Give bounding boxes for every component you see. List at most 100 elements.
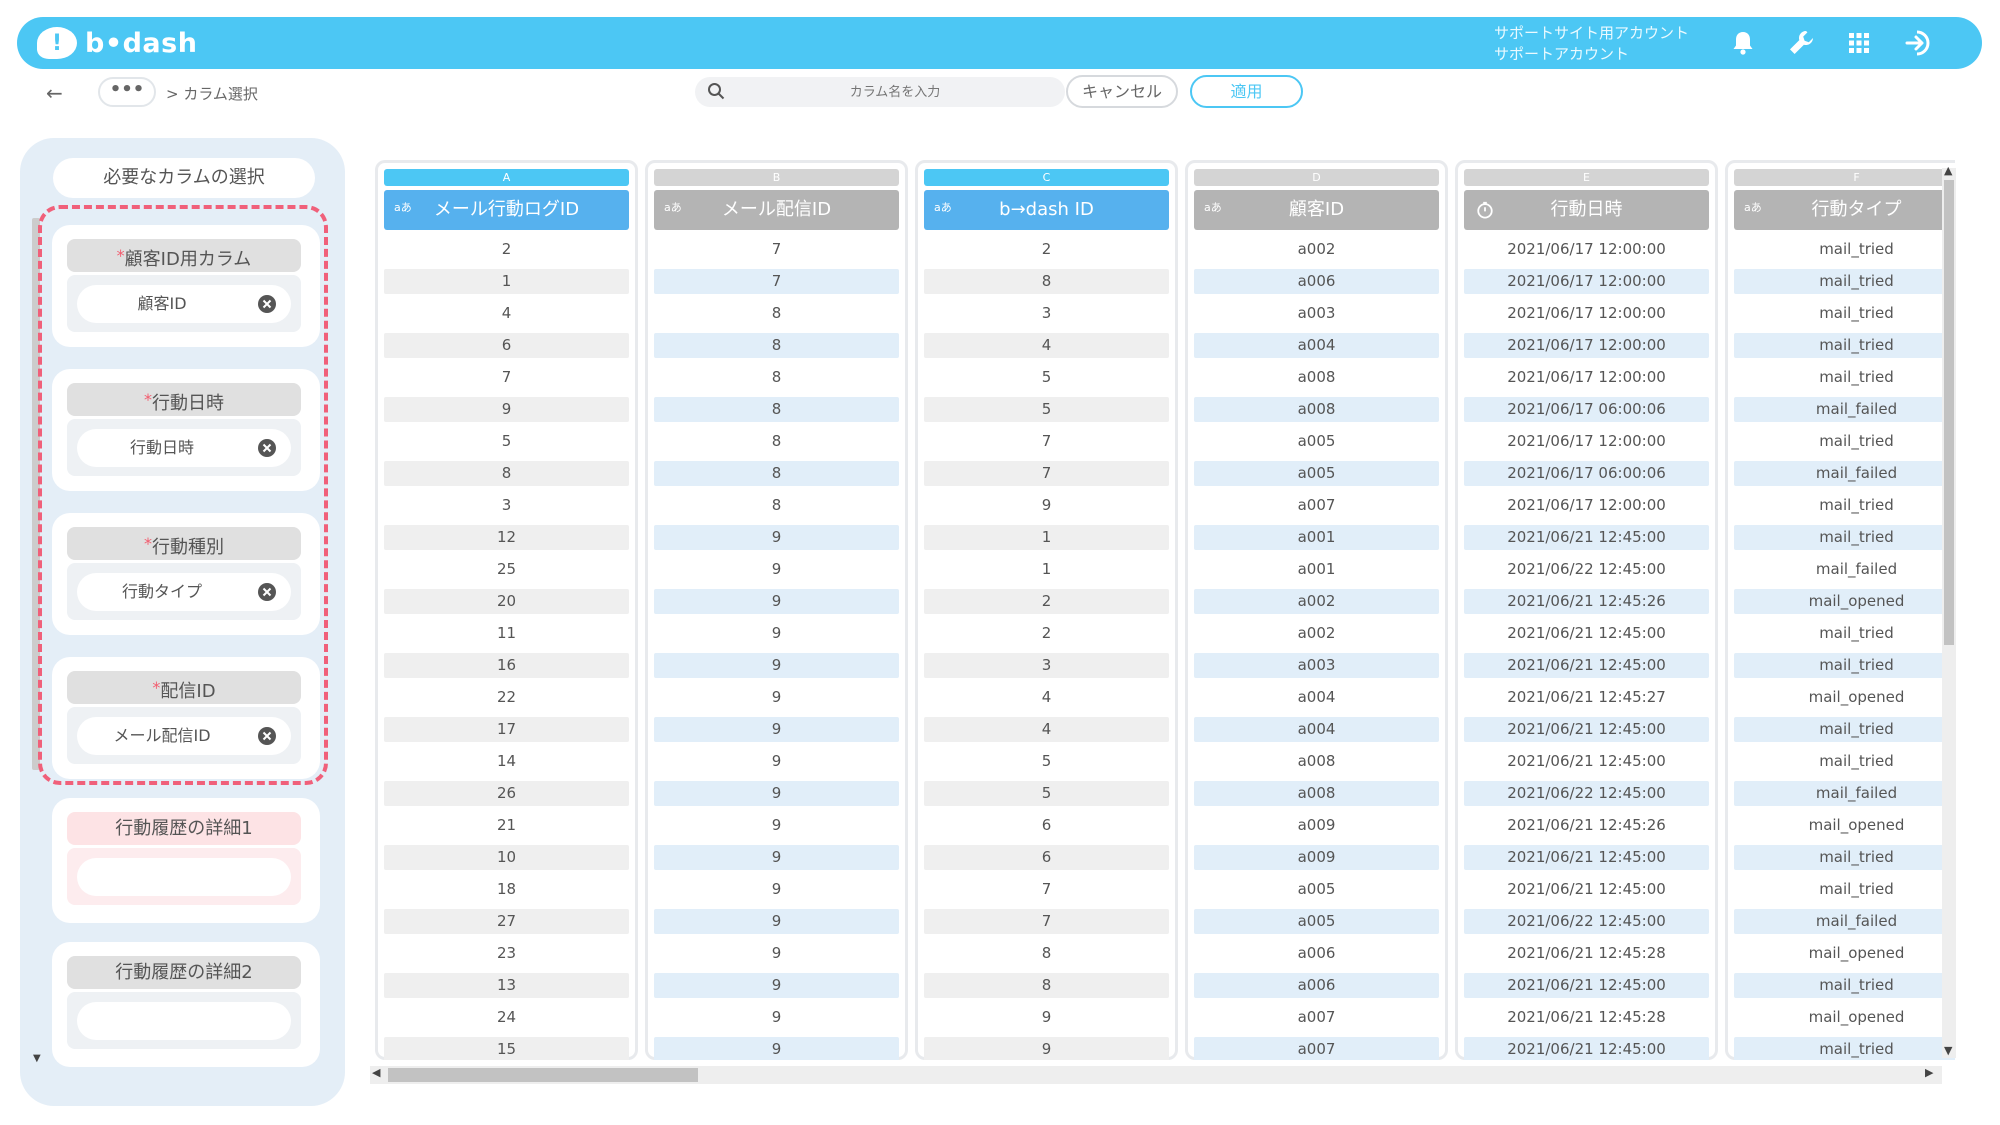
- logout-icon[interactable]: [1903, 27, 1935, 59]
- table-cell: 7: [1041, 879, 1052, 898]
- drop-zone[interactable]: [67, 992, 301, 1049]
- bell-icon[interactable]: [1727, 27, 1759, 59]
- table-cell: 17: [384, 716, 629, 743]
- app-logo[interactable]: ! b•dash: [37, 24, 197, 62]
- left-scrollbar[interactable]: [32, 218, 40, 770]
- table-cell: 1: [384, 268, 629, 295]
- remove-icon[interactable]: [257, 294, 277, 314]
- table-cell: 4: [1041, 687, 1052, 706]
- table-cell: mail_failed: [1734, 396, 1955, 423]
- table-cell: 10: [384, 844, 629, 870]
- table-cell: a002: [1297, 240, 1336, 258]
- remove-icon[interactable]: [257, 438, 277, 458]
- top-bar: ! b•dash サポートサイト用アカウント サポートアカウント: [17, 17, 1982, 69]
- card-heading: *配信ID: [67, 671, 301, 704]
- column-name: 顧客ID: [1288, 199, 1345, 220]
- horizontal-scroll-thumb[interactable]: [388, 1068, 698, 1082]
- table-cell: mail_tried: [1819, 879, 1894, 898]
- table-column[interactable]: E 行動日時 2021/06/17 12:00:00 2021/06/17 12:00…: [1455, 160, 1718, 1060]
- table-cell: mail_tried: [1734, 652, 1955, 679]
- table-cell: mail_failed: [1734, 908, 1955, 934]
- table-cell: 9: [771, 751, 782, 770]
- drop-zone[interactable]: 行動タイプ: [67, 563, 301, 620]
- column-header[interactable]: aあ メール配信ID: [654, 190, 899, 230]
- table-cell: 2021/06/21 12:45:00: [1464, 524, 1709, 551]
- table-cell: 5: [1041, 367, 1052, 386]
- apply-button[interactable]: 適用: [1190, 75, 1303, 108]
- table-cell: mail_failed: [1734, 780, 1955, 807]
- selected-column-chip[interactable]: 行動日時: [77, 429, 291, 467]
- column-header[interactable]: aあ b→dash ID: [924, 190, 1169, 230]
- table-cell: a006: [1194, 268, 1439, 295]
- drop-zone[interactable]: 行動日時: [67, 419, 301, 476]
- required-card-action-type: *行動種別 行動タイプ: [52, 513, 320, 635]
- scroll-down-icon[interactable]: ▼: [33, 1053, 41, 1064]
- table-cell: 2021/06/22 12:45:00: [1464, 908, 1709, 934]
- vertical-scroll-thumb[interactable]: [1944, 180, 1954, 645]
- cancel-button[interactable]: キャンセル: [1066, 75, 1178, 108]
- chip-label: 顧客ID: [137, 294, 187, 313]
- table-cell: 8: [654, 460, 899, 487]
- table-cell: 8: [771, 431, 782, 450]
- breadcrumb-more-button[interactable]: •••: [98, 77, 156, 107]
- column-header[interactable]: aあ メール行動ログID: [384, 190, 629, 230]
- selected-column-chip[interactable]: 顧客ID: [77, 285, 291, 323]
- table-cell: 15: [384, 1036, 629, 1060]
- table-cell: 7: [924, 908, 1169, 934]
- scroll-up-icon[interactable]: ▲: [1944, 164, 1953, 177]
- scroll-down-icon[interactable]: ▼: [1944, 1044, 1953, 1057]
- search-input[interactable]: [740, 77, 1050, 107]
- empty-slot[interactable]: [77, 858, 291, 896]
- drop-zone[interactable]: [67, 848, 301, 905]
- column-header[interactable]: aあ 顧客ID: [1194, 190, 1439, 230]
- text-type-icon: aあ: [1744, 201, 1762, 214]
- table-cell: 9: [771, 879, 782, 898]
- column-name: メール配信ID: [721, 199, 832, 220]
- selected-column-chip[interactable]: 行動タイプ: [77, 573, 291, 611]
- account-info[interactable]: サポートサイト用アカウント サポートアカウント: [1494, 23, 1689, 65]
- table-cell: 9: [771, 559, 782, 578]
- column-name: 行動タイプ: [1811, 199, 1902, 220]
- remove-icon[interactable]: [257, 582, 277, 602]
- table-cell: 25: [496, 559, 517, 578]
- remove-icon[interactable]: [257, 726, 277, 746]
- table-cell: mail_opened: [1808, 687, 1905, 706]
- table-cell: mail_tried: [1819, 495, 1894, 514]
- table-cell: 1: [1041, 559, 1052, 578]
- table-cell: 9: [1041, 1007, 1052, 1026]
- drop-zone[interactable]: メール配信ID: [67, 707, 301, 764]
- scroll-left-icon[interactable]: ◀: [372, 1066, 381, 1079]
- scroll-right-icon[interactable]: ▶: [1925, 1066, 1934, 1079]
- required-card-delivery-id: *配信ID メール配信ID: [52, 657, 320, 779]
- table-cell: 26: [384, 780, 629, 807]
- table-cell: 9: [771, 1007, 782, 1026]
- column-header[interactable]: 行動日時: [1464, 190, 1709, 230]
- wrench-icon[interactable]: [1785, 27, 1817, 59]
- text-type-icon: aあ: [394, 201, 412, 214]
- selected-column-chip[interactable]: メール配信ID: [77, 717, 291, 755]
- table-cell: mail_tried: [1819, 303, 1894, 322]
- column-letter: B: [654, 169, 899, 186]
- table-cell: 2021/06/17 06:00:06: [1464, 396, 1709, 423]
- table-cell: 2021/06/22 12:45:00: [1507, 559, 1666, 578]
- horizontal-scrollbar[interactable]: [370, 1066, 1942, 1084]
- table-cell: 7: [924, 460, 1169, 487]
- drop-zone[interactable]: 顧客ID: [67, 275, 301, 332]
- column-header[interactable]: aあ 行動タイプ: [1734, 190, 1955, 230]
- table-cell: mail_tried: [1734, 972, 1955, 998]
- table-cell: a009: [1194, 844, 1439, 870]
- back-arrow-icon[interactable]: ←: [46, 81, 63, 105]
- grid-icon[interactable]: [1843, 27, 1875, 59]
- empty-slot[interactable]: [77, 1002, 291, 1040]
- required-mark: *: [144, 534, 152, 553]
- nav-bar: ← ••• > カラム選択 キャンセル 適用: [10, 69, 1990, 121]
- table-cell: 2021/06/21 12:45:28: [1507, 1007, 1666, 1026]
- table-cell: 8: [654, 332, 899, 359]
- table-cell: 8: [924, 268, 1169, 295]
